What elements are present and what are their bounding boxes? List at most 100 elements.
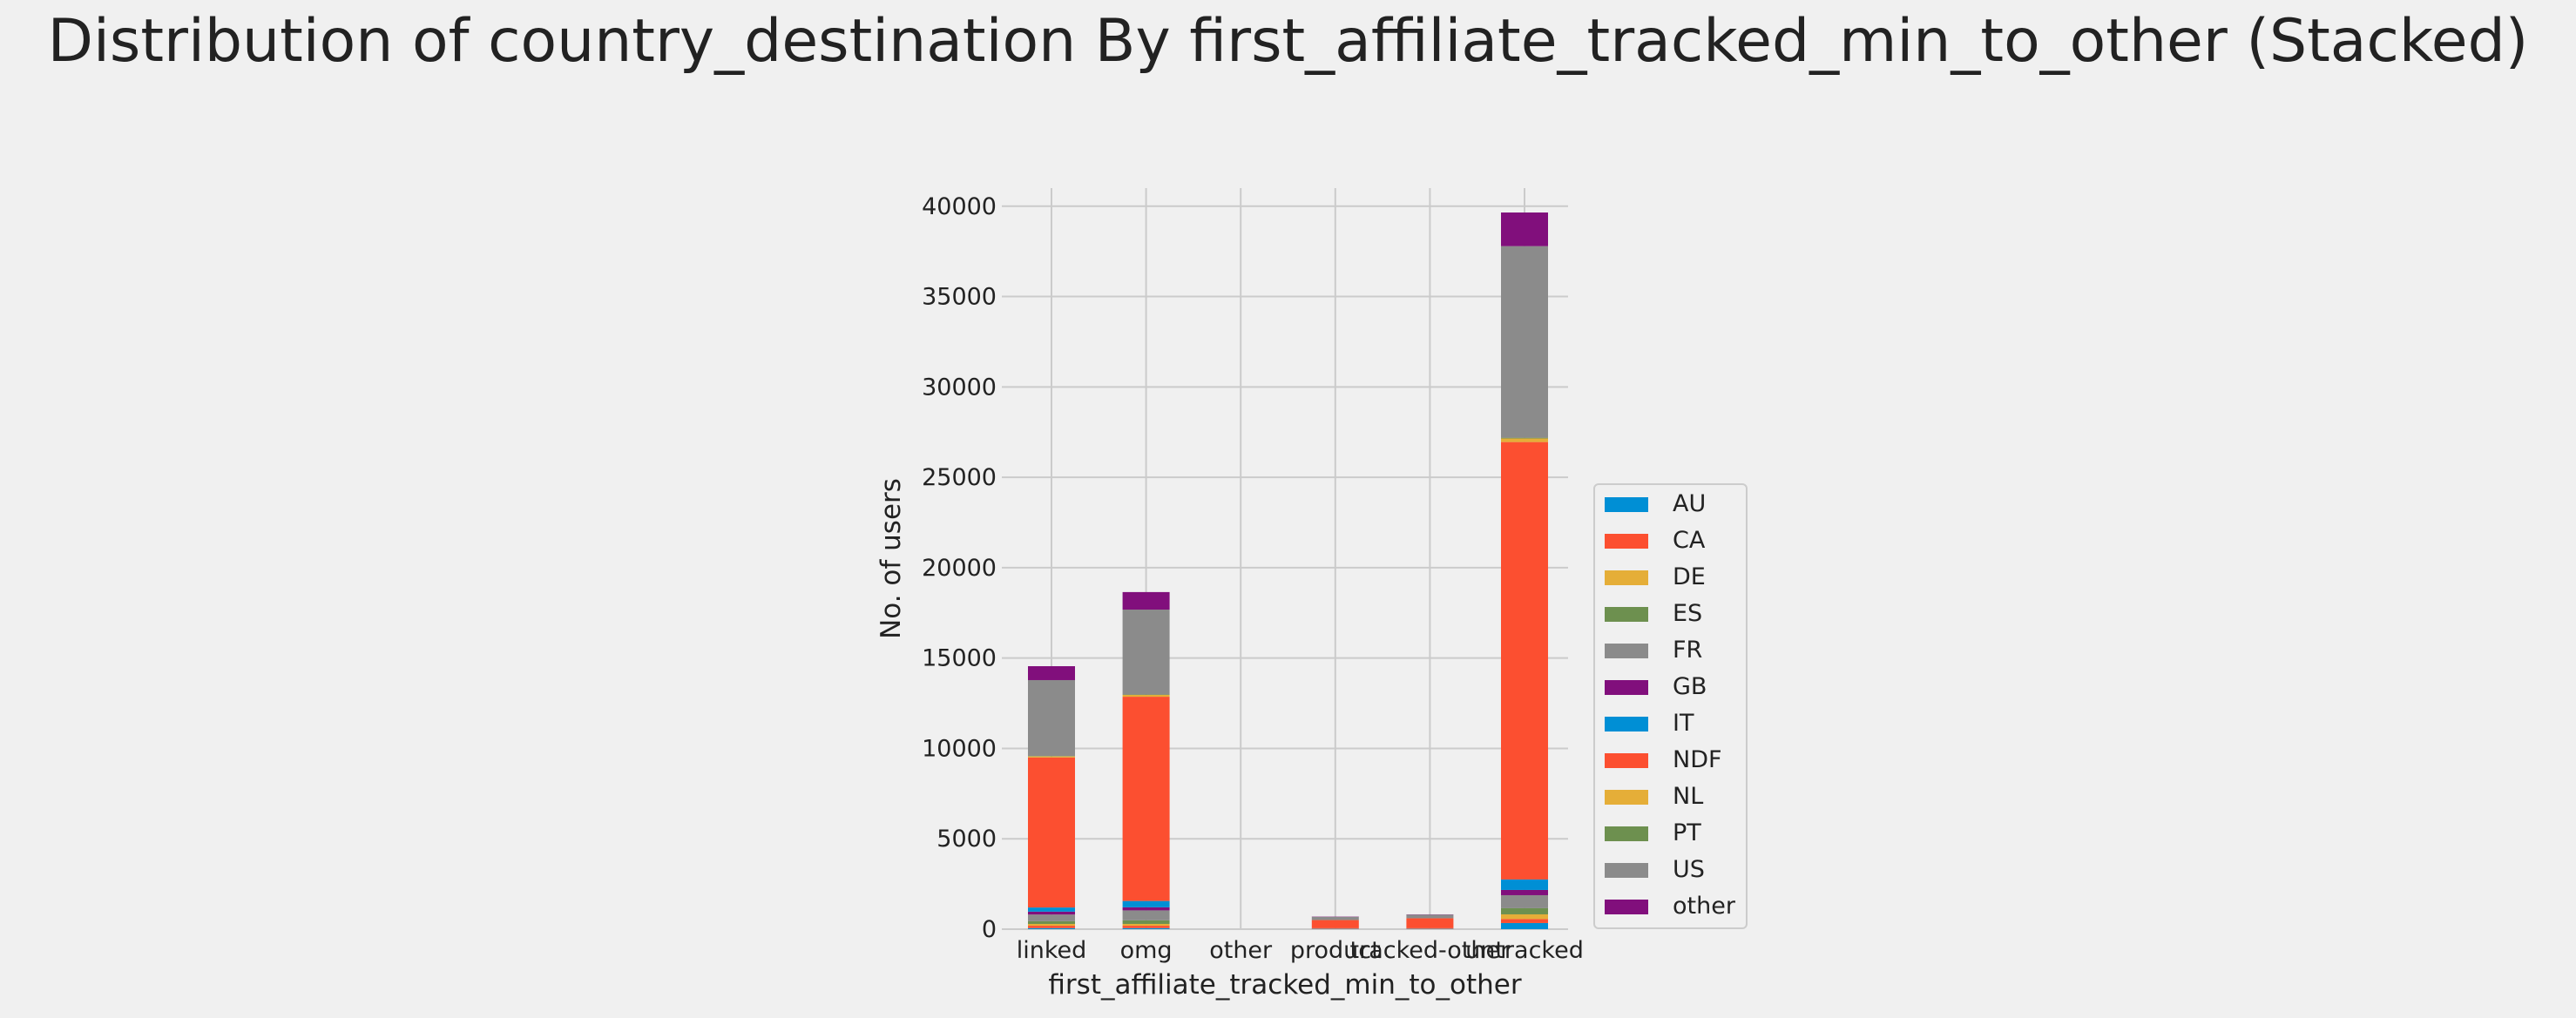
- bar-segment: [1028, 907, 1075, 912]
- y-tick-label: 20000: [922, 555, 997, 582]
- bar-segment: [1122, 926, 1170, 928]
- legend-label: IT: [1673, 710, 1694, 737]
- legend-swatch: [1605, 680, 1648, 695]
- legend-frame: [1593, 483, 1748, 929]
- bar-segment: [1122, 920, 1170, 924]
- legend-swatch: [1605, 863, 1648, 878]
- bar-segment: [1122, 927, 1170, 929]
- bar-segment: [1501, 919, 1548, 923]
- y-tick-label: 10000: [922, 735, 997, 762]
- bar-segment: [1122, 610, 1170, 695]
- bar-segment: [1028, 911, 1075, 915]
- legend-label: other: [1673, 893, 1736, 920]
- x-tick-label: other: [1209, 937, 1273, 964]
- legend-swatch: [1605, 790, 1648, 805]
- legend-swatch: [1605, 900, 1648, 914]
- series-DE: [1028, 914, 1548, 929]
- bar-segment: [1406, 914, 1454, 919]
- y-axis-label: No. of users: [876, 478, 907, 639]
- bar-segment: [1122, 591, 1170, 610]
- legend-label: NDF: [1673, 746, 1722, 773]
- bar-segment: [1501, 922, 1548, 929]
- bars: [1028, 212, 1548, 929]
- x-tick-label: tracked-other: [1350, 937, 1511, 964]
- bar-segment: [1501, 437, 1548, 439]
- series-GB: [1028, 889, 1548, 929]
- bar-segment: [1501, 438, 1548, 442]
- bar-segment: [1028, 920, 1075, 924]
- series-NL: [1028, 438, 1548, 920]
- legend-label: ES: [1673, 600, 1702, 627]
- series-other: [1028, 212, 1548, 917]
- y-tick-label: 0: [982, 916, 997, 943]
- legend-swatch: [1605, 717, 1648, 731]
- bar-segment: [1028, 665, 1075, 680]
- y-tick-label: 30000: [922, 374, 997, 401]
- y-tick-label: 15000: [922, 645, 997, 672]
- bar-segment: [1028, 927, 1075, 929]
- series-IT: [1028, 879, 1548, 929]
- series-PT: [1028, 437, 1548, 920]
- x-tick-label: product: [1290, 937, 1381, 964]
- bar-segment: [1028, 923, 1075, 927]
- bar-segment: [1501, 907, 1548, 914]
- bar-segment: [1501, 914, 1548, 920]
- bar-segment: [1501, 442, 1548, 880]
- legend-label: PT: [1673, 819, 1701, 846]
- bar-segment: [1501, 212, 1548, 246]
- chart-title: Distribution of country_destination By f…: [47, 7, 2529, 76]
- bar-segment: [1501, 246, 1548, 438]
- legend-swatch: [1605, 570, 1648, 585]
- bar-segment: [1311, 916, 1359, 920]
- legend-label: CA: [1673, 527, 1706, 554]
- legend: AU CA DE ES FR GB IT NDF NL PT US other: [1593, 483, 1748, 929]
- bar-segment: [1501, 894, 1548, 908]
- y-tick-label: 25000: [922, 464, 997, 491]
- bar-segment: [1501, 879, 1548, 890]
- legend-label: FR: [1673, 637, 1702, 664]
- x-tick-label: untracked: [1465, 937, 1584, 964]
- legend-label: AU: [1673, 490, 1706, 517]
- bar-segment: [1122, 910, 1170, 920]
- legend-label: US: [1673, 856, 1705, 883]
- bar-segment: [1028, 757, 1075, 908]
- legend-swatch: [1605, 607, 1648, 622]
- bar-segment: [1028, 926, 1075, 928]
- series-CA: [1028, 919, 1548, 929]
- series-US: [1028, 246, 1548, 920]
- bar-segment: [1122, 695, 1170, 698]
- bar-segment: [1122, 923, 1170, 927]
- y-axis-ticks: 0 5000 10000 15000 20000 25000 30000 35000 40000: [922, 193, 997, 943]
- grid: [1002, 188, 1568, 930]
- legend-swatch: [1605, 753, 1648, 768]
- x-axis-ticks: linked omg other producttracked-otheruntrac…: [1017, 937, 1584, 964]
- legend-swatch: [1605, 826, 1648, 841]
- bar-segment: [1028, 679, 1075, 757]
- bar-segment: [1406, 918, 1454, 928]
- legend-swatch: [1605, 497, 1648, 512]
- series-ES: [1028, 907, 1548, 929]
- legend-label: NL: [1673, 783, 1703, 810]
- series-AU: [1028, 922, 1548, 929]
- bar-segment: [1028, 756, 1075, 758]
- bar-segment: [1122, 900, 1170, 907]
- series-FR: [1028, 894, 1548, 929]
- legend-swatch: [1605, 644, 1648, 658]
- bar-segment: [1122, 907, 1170, 911]
- bar-segment: [1311, 920, 1359, 928]
- y-tick-label: 40000: [922, 193, 997, 220]
- y-tick-label: 5000: [936, 826, 997, 853]
- legend-label: DE: [1673, 563, 1706, 590]
- bar-segment: [1028, 914, 1075, 921]
- x-tick-label: omg: [1120, 937, 1173, 964]
- x-tick-label: linked: [1017, 937, 1087, 964]
- series-NDF: [1028, 442, 1548, 928]
- legend-label: GB: [1673, 673, 1707, 700]
- bar-segment: [1122, 697, 1170, 901]
- y-tick-label: 35000: [922, 284, 997, 311]
- x-axis-label: first_affiliate_tracked_min_to_other: [1048, 969, 1521, 1001]
- legend-swatch: [1605, 534, 1648, 549]
- bar-segment: [1501, 889, 1548, 895]
